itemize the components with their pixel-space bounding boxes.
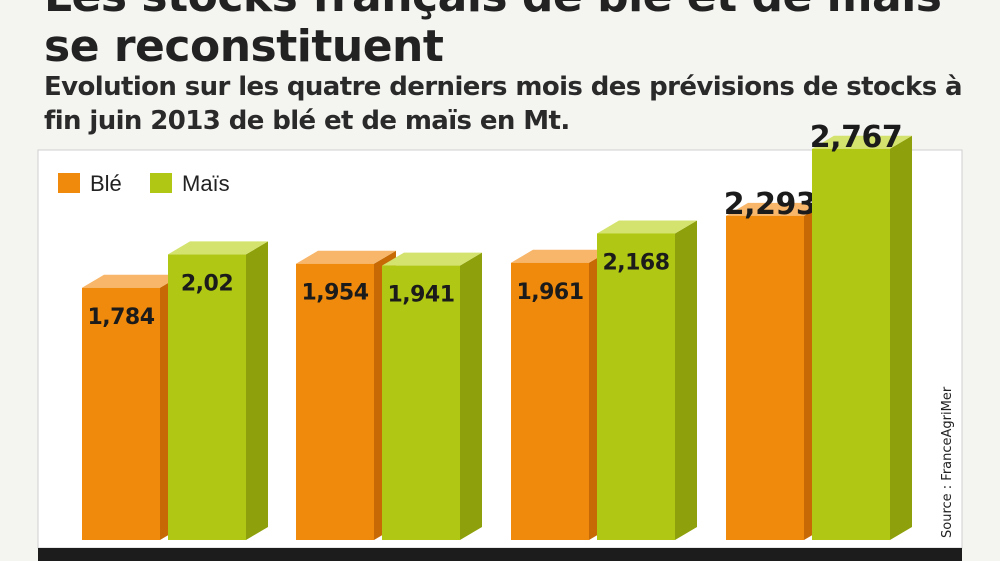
value-label-ble-1: 1,784 [87,305,154,330]
value-label-ble-2: 1,954 [301,281,368,306]
bar-ble-2-top [296,250,396,264]
chart-title: Les stocks français de blé et de maïs se… [44,0,942,72]
bar-ble-3 [511,262,589,540]
bar-mais-3-side [675,220,697,540]
value-label-mais-1: 2,02 [181,271,233,296]
axis-band [38,548,962,561]
bar-mais-1 [168,254,246,540]
bar-ble-2 [296,263,374,540]
bar-mais-1-side [246,241,268,540]
chart-subtitle: Evolution sur les quatre derniers mois d… [44,72,963,136]
source-note: Source : FranceAgriMer [940,386,955,538]
value-label-ble-4: 2,293 [724,187,816,222]
value-label-ble-3: 1,961 [516,280,583,305]
bar-mais-4-side [890,135,912,540]
value-label-mais-4: 2,767 [810,120,902,155]
bar-ble-1-top [82,274,182,288]
bar-ble-3-top [511,249,611,263]
bar-mais-3-top [597,220,697,234]
legend-label-mais: Maïs [182,171,230,196]
legend: Blé Maïs [46,164,244,200]
value-label-mais-2: 1,941 [387,283,454,308]
bars-group: 1,784 1,954 1,961 2,293 2,02 1,941 2,168 2,767 [82,120,912,541]
legend-label-ble: Blé [90,171,122,196]
bar-mais-2-top [382,252,482,266]
bar-ble-4-top [726,202,826,216]
legend-swatch-mais [150,173,172,193]
bar-mais-4 [812,148,890,540]
value-label-mais-3: 2,168 [602,250,669,275]
bar-mais-1-top [168,241,268,255]
legend-swatch-ble [58,173,80,193]
bar-mais-3 [597,233,675,540]
bar-mais-4-top [812,135,912,149]
bar-ble-1 [82,287,160,540]
bar-mais-2 [382,265,460,540]
bar-ble-4 [726,215,804,540]
bar-mais-2-side [460,252,482,540]
